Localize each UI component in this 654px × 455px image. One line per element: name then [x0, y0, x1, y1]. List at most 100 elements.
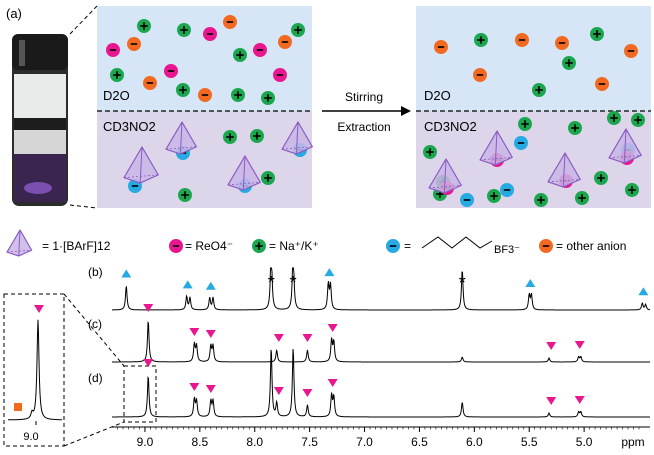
ion-left-top-cation — [231, 88, 245, 102]
peak-marker-rheo4 — [189, 383, 200, 391]
solvent-star: * — [459, 273, 466, 293]
right-top-label: D2O — [424, 88, 451, 103]
cage-right-edge — [624, 154, 642, 164]
ion-right-bottom-cation — [487, 189, 501, 203]
ion-layer — [106, 15, 645, 207]
peak-marker-rheo4 — [205, 385, 216, 393]
peak-marker-rheo4 — [574, 341, 585, 349]
inset-square-marker — [14, 403, 22, 411]
ion-left-top-other — [278, 35, 292, 49]
cage-right-hidden-edge — [608, 154, 642, 159]
panel-label-b: (b) — [88, 265, 103, 279]
callout-line-top — [69, 5, 98, 35]
legend-borate-eq: = — [404, 239, 411, 253]
cage-left-hidden-edge — [165, 146, 197, 150]
axis-tick-label: 5.5 — [521, 435, 538, 449]
cage-right-hidden-edge — [547, 178, 581, 183]
peak-marker-rheo4 — [273, 334, 284, 342]
ion-right-top-other — [515, 33, 529, 47]
vial-photo — [12, 34, 68, 206]
ion-right-top-other — [624, 44, 638, 58]
cage-left-edge — [243, 181, 261, 191]
cage-left — [227, 155, 262, 191]
ion-left-bottom-cation — [261, 171, 275, 185]
cage-left — [281, 121, 314, 155]
nmr-spectra: * * * — [112, 267, 651, 418]
cage-left-edge — [227, 155, 246, 186]
ion-right-top-cation — [474, 33, 488, 47]
ion-right-bottom-cation — [534, 193, 548, 207]
ion-right-bottom-cation — [575, 191, 589, 205]
cage-left-hidden-edge — [281, 146, 313, 150]
ppm-axis: 9.0 8.5 8.0 7.5 7.0 6.5 6.0 5.5 5.0 ppm — [112, 426, 650, 449]
ion-left-bottom-cation — [250, 129, 264, 143]
spectrum-trace-c — [112, 320, 650, 363]
ion-left-top-cation — [233, 48, 247, 62]
cage-right-edge — [479, 130, 498, 161]
legend-cage-glyph-edge — [6, 229, 21, 253]
axis-tick-label: 8.0 — [246, 435, 263, 449]
peak-marker-borate — [638, 287, 649, 296]
vial-cap-shine — [19, 40, 25, 66]
cage-left-edge — [141, 146, 159, 176]
ion-right-bottom-borate — [500, 183, 514, 197]
legend-cage-glyph-edge — [18, 249, 32, 257]
arrow-label-bottom: Extraction — [337, 120, 390, 134]
phase-box-right — [416, 6, 651, 208]
peak-marker-rheo4 — [327, 324, 338, 332]
peak-marker-rheo4 — [273, 387, 284, 395]
legend-cation-label: = Na⁺/K⁺ — [269, 239, 319, 253]
zoom-connector-top — [63, 293, 125, 367]
axis-label: ppm — [621, 435, 644, 449]
peak-marker-rheo4 — [546, 342, 557, 350]
vial-bottom-phase — [14, 154, 66, 202]
ion-left-top-rheo4 — [253, 43, 267, 57]
cage-right-hidden-edge — [479, 156, 513, 161]
cage-right-edge — [623, 128, 627, 164]
legend-cation-icon — [252, 239, 266, 253]
ion-right-bottom-cation — [594, 171, 608, 185]
cage-right-hidden-edge — [428, 184, 462, 189]
peak-marker-rheo4 — [546, 397, 557, 405]
cage-left-edge — [123, 146, 143, 178]
ion-right-bottom-cation — [423, 145, 437, 159]
right-top-phase — [416, 6, 651, 111]
inset-panel: 9.0 — [3, 293, 65, 447]
legend-other-icon — [539, 239, 553, 253]
ion-left-top-cation — [110, 68, 124, 82]
cage-right-edge — [496, 130, 513, 158]
vial-interface — [14, 118, 66, 130]
cage-left-edge — [179, 121, 183, 155]
cage-right-edge — [444, 184, 462, 194]
cage-right — [608, 128, 643, 164]
legend-cage-glyph-hidden-edge — [6, 249, 32, 253]
ion-right-top-other — [473, 68, 487, 82]
axis-tick-label: 6.0 — [466, 435, 483, 449]
cage-right-edge — [479, 159, 496, 166]
peak-marker-rheo4 — [189, 328, 200, 336]
inset-spectrum-trace — [8, 319, 62, 421]
legend-borate-label: BF3⁻ — [494, 244, 520, 256]
cage-left-edge — [244, 155, 261, 183]
legend-borate-glyph — [386, 239, 400, 253]
ion-left-top-rheo4 — [106, 43, 120, 57]
cage-left-edge — [297, 121, 313, 148]
ion-left-bottom-cation — [223, 130, 237, 144]
cage-right-edge — [625, 128, 642, 156]
peak-marker-rheo4 — [302, 389, 313, 397]
legend-rheo4-icon — [169, 239, 183, 253]
peak-marker-rheo4 — [302, 334, 313, 342]
cage-left — [165, 121, 198, 155]
ion-left-top-rheo4 — [273, 68, 287, 82]
cage-left — [123, 146, 159, 184]
ion-right-top-other — [595, 77, 609, 91]
right-bottom-phase — [416, 111, 651, 208]
ion-left-top-other — [198, 88, 212, 102]
cage-right-edge — [445, 158, 462, 186]
axis-tick-label: 5.0 — [576, 435, 593, 449]
legend-cage-icon — [6, 229, 33, 257]
peak-marker-borate — [525, 279, 536, 288]
cage-left-edge — [165, 148, 181, 155]
panel-label-c: (c) — [88, 317, 102, 331]
